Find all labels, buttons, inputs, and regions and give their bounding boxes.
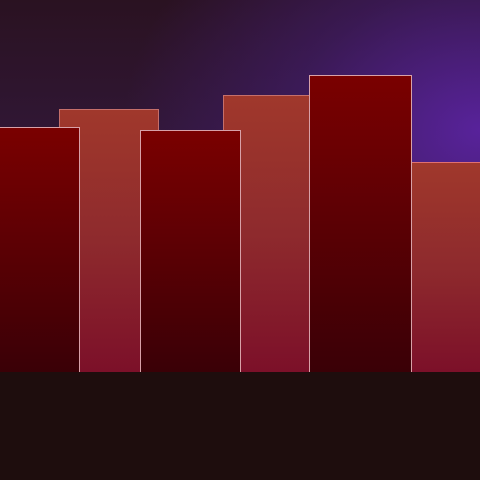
ground xyxy=(0,372,480,480)
building-3 xyxy=(140,130,241,372)
building-5 xyxy=(309,75,412,372)
building-1 xyxy=(0,127,80,372)
building-6 xyxy=(411,162,480,372)
